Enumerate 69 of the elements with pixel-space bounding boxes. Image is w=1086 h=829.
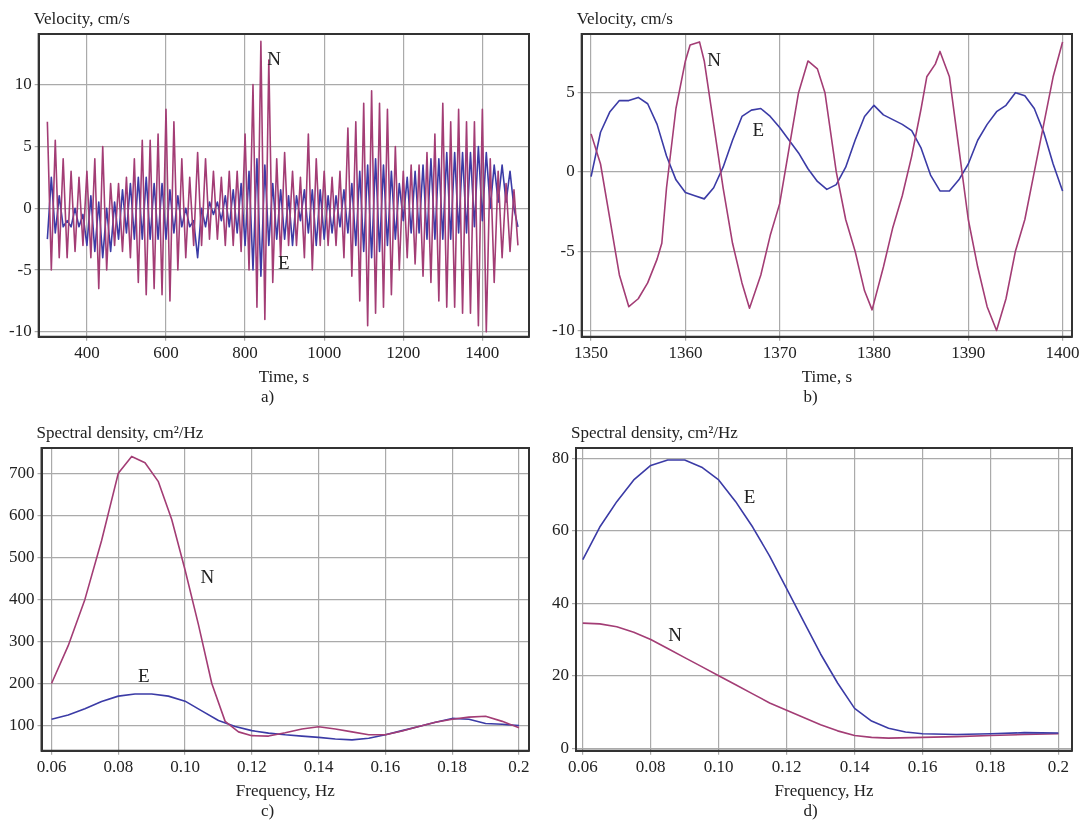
y-tick-label: 200 xyxy=(9,672,35,692)
x-tick-label: 1380 xyxy=(856,343,891,363)
y-tick-label: -5 xyxy=(17,259,32,279)
series-label: N xyxy=(267,48,282,70)
x-tick-label: 800 xyxy=(232,343,258,363)
x-tick-label: 600 xyxy=(153,343,179,363)
x-tick-label: 0.10 xyxy=(703,757,734,777)
x-tick-label: 1370 xyxy=(762,343,797,363)
y-tick-label: -10 xyxy=(551,319,575,339)
x-tick-label: 0.16 xyxy=(907,757,938,777)
x-tick-label: 1360 xyxy=(668,343,703,363)
x-tick-label: 1400 xyxy=(1045,343,1080,363)
y-axis-title: Spectral density, cm²/Hz xyxy=(36,422,204,442)
y-tick-label: 500 xyxy=(9,546,35,566)
series-label: E xyxy=(752,118,764,140)
y-tick-label: 300 xyxy=(9,630,35,650)
x-tick-label: 0.12 xyxy=(236,757,267,777)
x-tick-label: 0.18 xyxy=(437,757,468,777)
x-tick-label: 0.2 xyxy=(1047,757,1070,777)
series-label: E xyxy=(743,485,756,507)
y-axis-title: Velocity, cm/s xyxy=(576,8,673,28)
series-label: N xyxy=(668,623,683,645)
x-tick-label: 0.14 xyxy=(839,757,870,777)
x-tick-label: 1390 xyxy=(951,343,986,363)
x-tick-label: 0.14 xyxy=(303,757,335,777)
text: a) xyxy=(260,387,275,407)
x-axis-title: Time, s xyxy=(801,366,853,386)
x-tick-label: 0.06 xyxy=(567,757,598,777)
text: c) xyxy=(260,801,275,821)
x-tick-label: 0.18 xyxy=(975,757,1006,777)
y-axis-title: Velocity, cm/s xyxy=(33,8,130,28)
x-tick-label: 0.08 xyxy=(635,757,666,777)
y-tick-label: 60 xyxy=(552,520,569,540)
series-label: E xyxy=(138,665,150,687)
x-tick-label: 0.12 xyxy=(771,757,802,777)
y-tick-label: 5 xyxy=(566,82,575,102)
text: b) xyxy=(803,387,818,407)
y-tick-label: 700 xyxy=(9,462,35,482)
y-tick-label: -10 xyxy=(8,321,32,341)
x-tick-label: 0.10 xyxy=(170,757,200,777)
text: d) xyxy=(803,801,818,821)
y-tick-label: 0 xyxy=(566,161,575,181)
y-tick-label: 40 xyxy=(552,592,569,612)
y-axis-title: Spectral density, cm²/Hz xyxy=(571,422,739,442)
series-label: N xyxy=(707,49,722,71)
x-axis-title: Frequency, Hz xyxy=(774,780,874,800)
y-tick-label: 10 xyxy=(14,74,32,94)
series-label: N xyxy=(200,566,215,588)
y-tick-label: 600 xyxy=(9,504,35,524)
x-tick-label: 1350 xyxy=(574,343,609,363)
y-tick-label: 0 xyxy=(560,737,569,757)
x-axis-title: Frequency, Hz xyxy=(235,780,336,800)
y-tick-label: 5 xyxy=(23,135,32,155)
y-tick-label: 400 xyxy=(9,588,35,608)
y-tick-label: 20 xyxy=(552,665,569,685)
series-label: E xyxy=(278,252,290,274)
x-tick-label: 1400 xyxy=(465,343,500,363)
y-tick-label: 80 xyxy=(552,447,569,467)
y-tick-label: 100 xyxy=(9,715,35,735)
x-tick-label: 1000 xyxy=(307,343,342,363)
x-tick-label: 0.16 xyxy=(370,757,401,777)
x-tick-label: 1200 xyxy=(386,343,421,363)
y-tick-label: 0 xyxy=(23,197,32,217)
x-axis-title: Time, s xyxy=(258,366,310,386)
y-tick-label: -5 xyxy=(560,240,575,260)
x-tick-label: 400 xyxy=(74,343,100,363)
x-tick-label: 0.06 xyxy=(36,757,67,777)
x-tick-label: 0.2 xyxy=(508,757,530,777)
x-tick-label: 0.08 xyxy=(103,757,134,777)
